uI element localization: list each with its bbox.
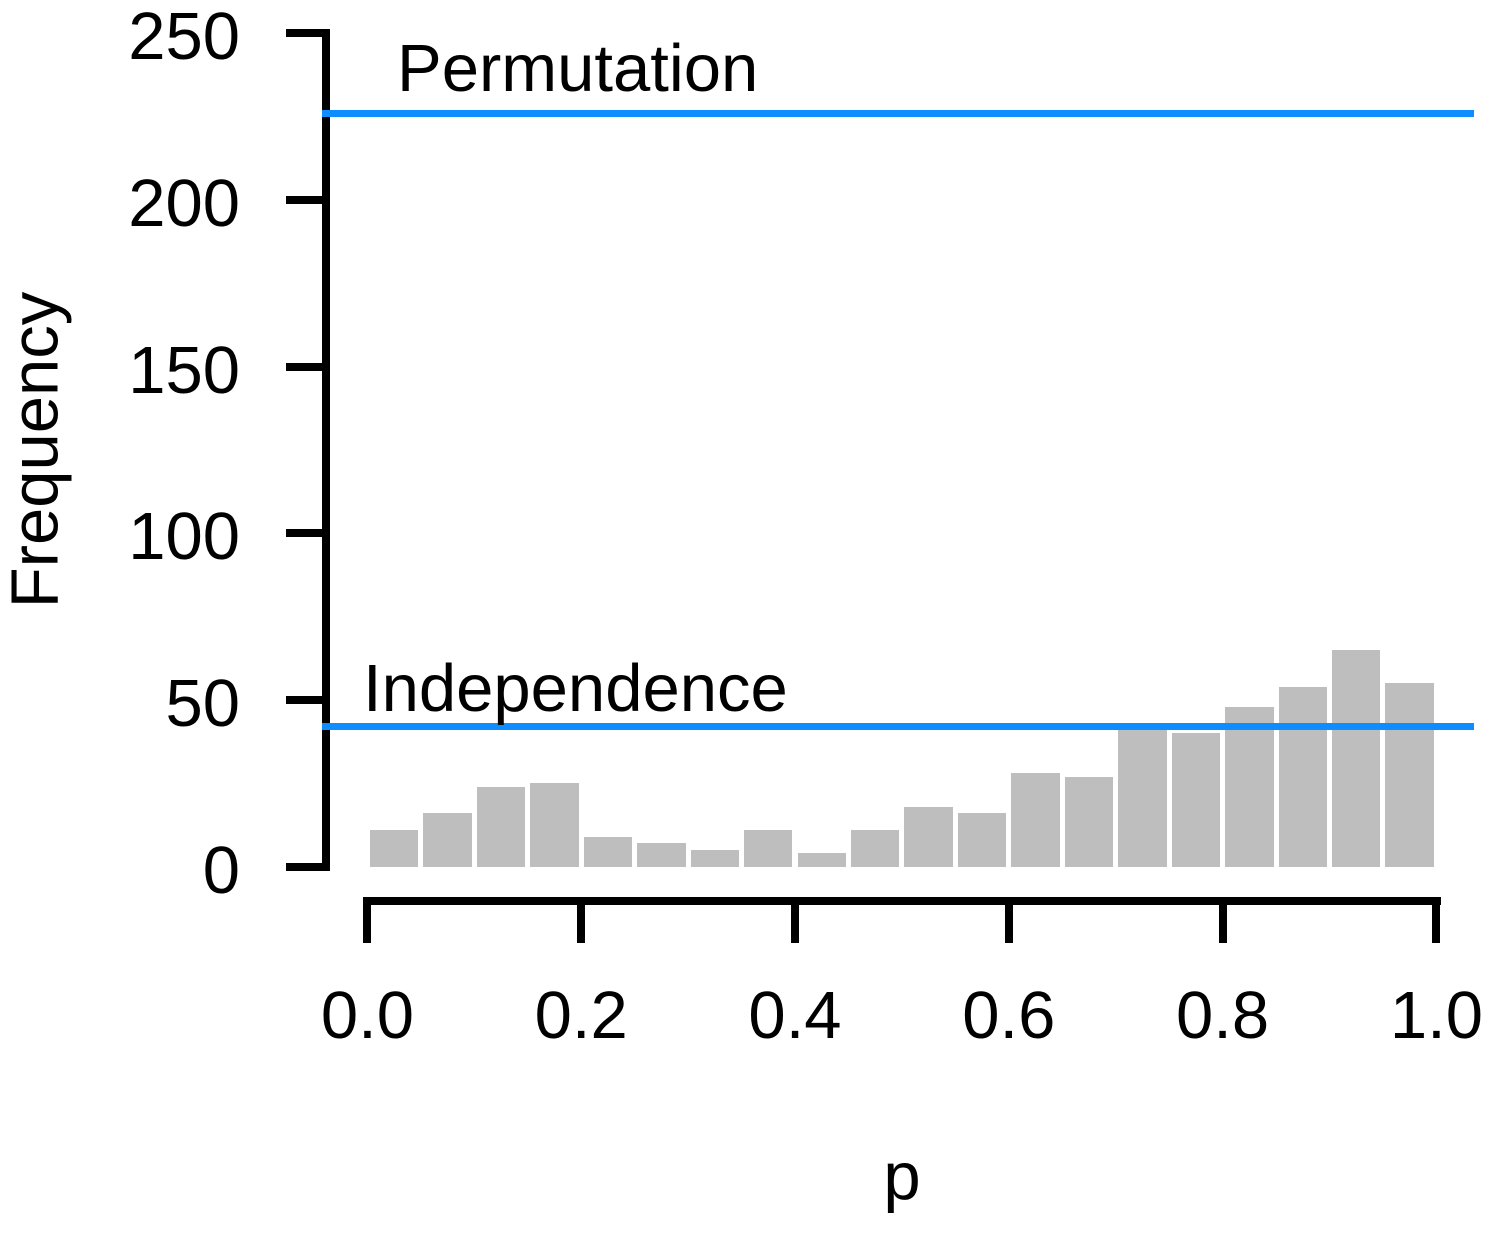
x-axis-line	[363, 897, 1441, 905]
y-axis-title: Frequency	[0, 291, 73, 609]
histogram-bar	[1064, 776, 1114, 867]
x-tick-label: 0.0	[320, 978, 414, 1053]
x-tick-label: 0.8	[1176, 978, 1270, 1053]
histogram-bar	[957, 813, 1007, 867]
x-axis-tick	[1218, 897, 1227, 943]
x-axis-tick	[363, 897, 372, 943]
histogram-bar	[744, 830, 793, 867]
reference-line-label-independence: Independence	[363, 651, 788, 726]
y-tick-label: 200	[128, 165, 240, 241]
histogram-bar	[690, 850, 740, 867]
y-axis-tick	[286, 862, 326, 871]
histogram-bar	[583, 836, 633, 867]
histogram-bar	[1171, 733, 1221, 867]
reference-line-permutation	[322, 109, 1474, 117]
histogram-bar	[1332, 650, 1381, 867]
histogram-bar	[1385, 683, 1434, 867]
x-tick-label: 0.2	[534, 978, 628, 1053]
x-axis-tick	[791, 897, 799, 943]
histogram-bar	[369, 830, 419, 867]
x-axis-tick	[1432, 897, 1441, 943]
y-axis-tick	[286, 29, 326, 38]
x-tick-label: 1.0	[1389, 978, 1483, 1053]
histogram-bar	[1118, 730, 1167, 867]
histogram-bar	[423, 813, 472, 867]
y-tick-label: 100	[128, 499, 240, 575]
histogram-bar	[850, 830, 900, 867]
y-axis-tick	[286, 195, 326, 204]
y-axis-line	[322, 29, 330, 871]
y-axis-tick	[286, 696, 326, 705]
x-axis-tick	[577, 897, 586, 943]
histogram-bar	[637, 843, 686, 867]
reference-line-label-permutation: Permutation	[397, 31, 759, 106]
x-axis-tick	[1004, 897, 1013, 943]
x-tick-label: 0.4	[748, 978, 842, 1053]
histogram-bar	[1011, 773, 1060, 867]
reference-line-independence	[322, 723, 1474, 731]
y-axis-tick	[286, 362, 326, 371]
histogram-bar	[1278, 686, 1327, 867]
y-tick-label: 0	[202, 832, 240, 908]
y-tick-label: 150	[128, 332, 240, 408]
histogram-bar	[1225, 706, 1274, 867]
y-tick-label: 250	[128, 0, 240, 75]
y-axis-tick	[286, 529, 326, 538]
y-tick-label: 50	[165, 666, 240, 742]
x-axis-title: p	[883, 1139, 921, 1214]
histogram-bar	[476, 786, 526, 867]
histogram-bar	[904, 806, 953, 867]
histogram-bar	[797, 853, 846, 867]
x-tick-label: 0.6	[962, 978, 1056, 1053]
histogram-bar	[530, 783, 579, 867]
